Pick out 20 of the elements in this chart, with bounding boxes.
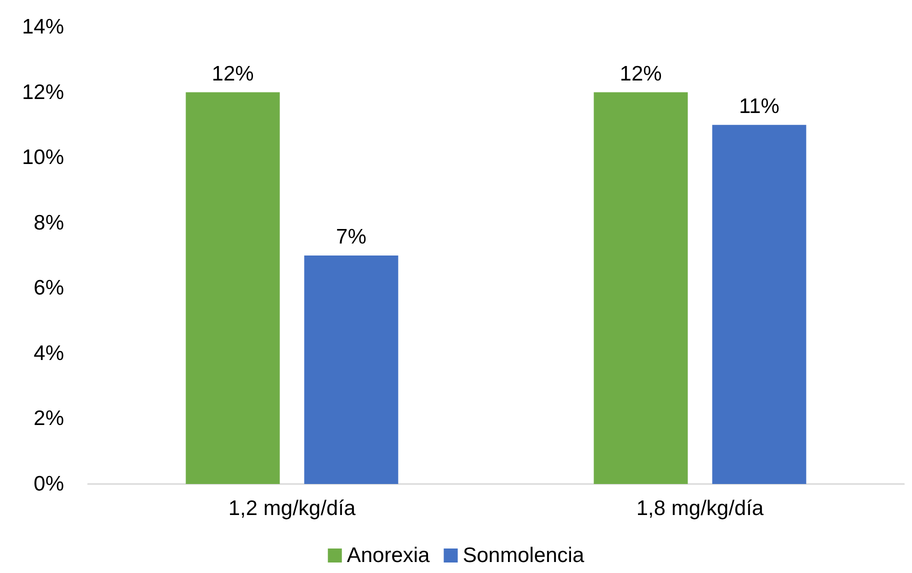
y-tick-label: 10%: [22, 146, 64, 170]
bar: [304, 256, 398, 484]
bar: [594, 92, 688, 484]
data-label: 12%: [620, 62, 662, 86]
y-tick-label: 8%: [34, 211, 64, 234]
y-tick-label: 12%: [22, 80, 64, 104]
data-label: 11%: [738, 94, 780, 118]
y-tick-label: 14%: [22, 16, 64, 38]
y-tick-label: 2%: [34, 407, 64, 430]
bar: [712, 124, 806, 484]
legend-label: Anorexia: [346, 544, 430, 567]
y-tick-label: 6%: [34, 276, 64, 300]
legend-label: Sonmolencia: [462, 544, 584, 567]
y-tick-label: 4%: [34, 342, 64, 365]
data-label: 12%: [212, 62, 254, 86]
y-tick-label: 0%: [34, 472, 64, 496]
bar: [186, 92, 280, 484]
x-tick-label: 1,2 mg/kg/día: [228, 497, 356, 520]
x-tick-label: 1,8 mg/kg/día: [636, 497, 764, 520]
data-label: 7%: [336, 226, 366, 248]
